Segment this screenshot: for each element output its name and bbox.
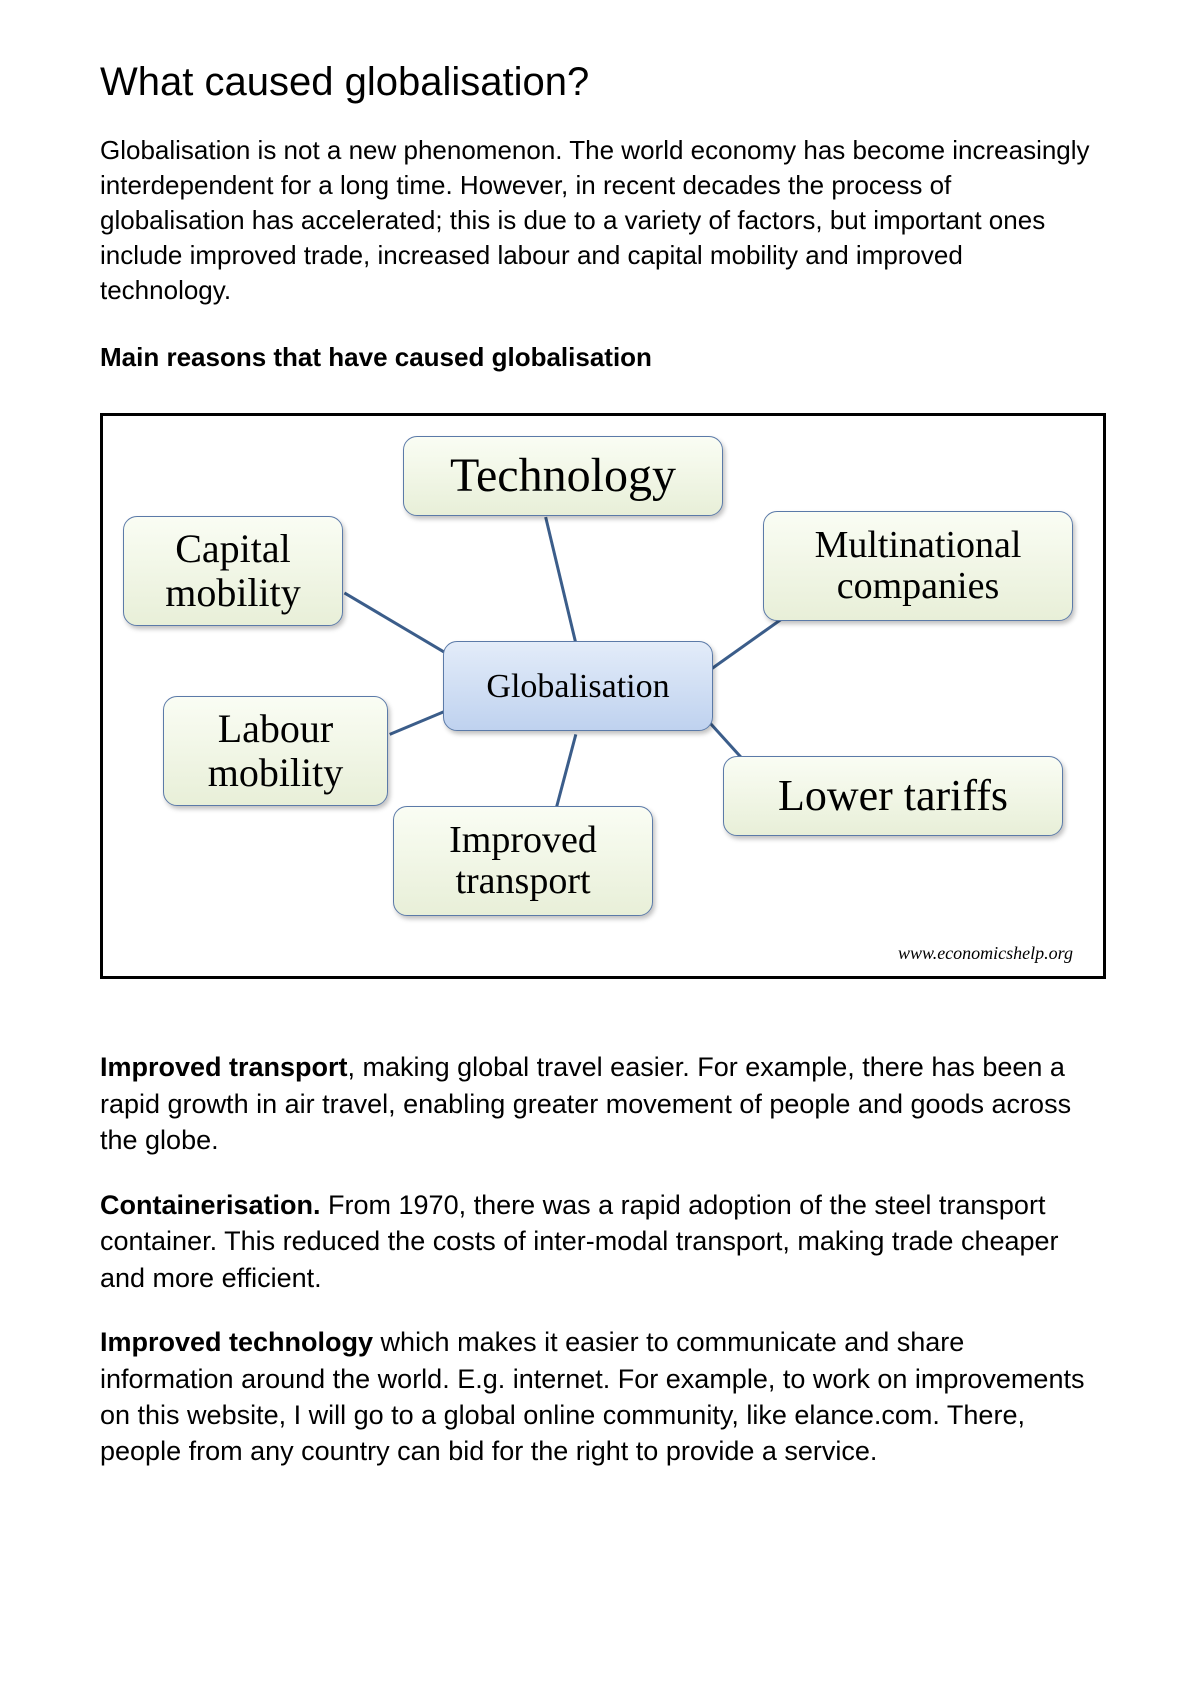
document-page: What caused globalisation? Globalisation… [0, 0, 1200, 1697]
paragraph-lead-bold: Containerisation. [100, 1190, 321, 1220]
diagram-node-multinational-companies: Multinational companies [763, 511, 1073, 621]
intro-paragraph: Globalisation is not a new phenomenon. T… [100, 133, 1100, 308]
paragraph-lead-bold: Improved transport [100, 1052, 348, 1082]
globalisation-diagram: www.economicshelp.org Globalisation Techn… [100, 413, 1106, 979]
diagram-node-technology: Technology [403, 436, 723, 516]
diagram-node-center: Globalisation [443, 641, 713, 731]
diagram-node-labour-mobility: Labour mobility [163, 696, 388, 806]
body-text: Improved transport, making global travel… [100, 1049, 1100, 1469]
body-paragraph: Improved technology which makes it easie… [100, 1324, 1100, 1470]
diagram-node-capital-mobility: Capital mobility [123, 516, 343, 626]
body-paragraph: Improved transport, making global travel… [100, 1049, 1100, 1158]
diagram-node-improved-transport: Improved transport [393, 806, 653, 916]
page-title: What caused globalisation? [100, 60, 1100, 105]
diagram-node-lower-tariffs: Lower tariffs [723, 756, 1063, 836]
diagram-credit: www.economicshelp.org [898, 943, 1073, 964]
paragraph-lead-bold: Improved technology [100, 1327, 373, 1357]
body-paragraph: Containerisation. From 1970, there was a… [100, 1187, 1100, 1296]
subheading: Main reasons that have caused globalisat… [100, 342, 1100, 373]
